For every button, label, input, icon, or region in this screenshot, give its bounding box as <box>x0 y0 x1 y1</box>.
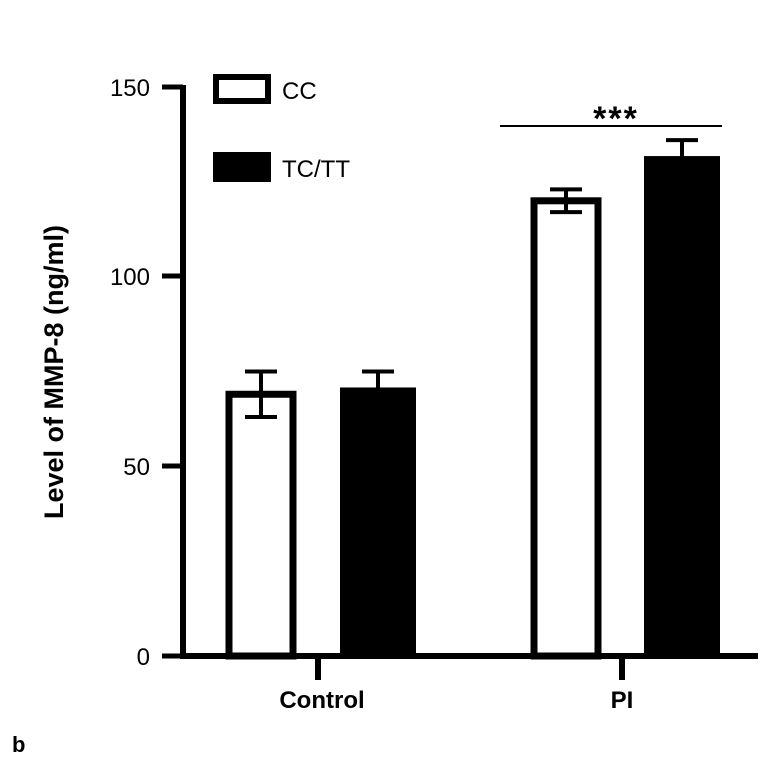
error-bar-control-cc <box>245 369 277 420</box>
panel-label: b <box>12 732 25 757</box>
y-tick-label-100: 100 <box>110 264 150 291</box>
y-axis-label: Level of MMP-8 (ng/ml) <box>39 225 69 519</box>
error-bars-group <box>245 138 698 420</box>
y-tick-label-150: 150 <box>110 75 150 102</box>
bar-control-cc <box>225 390 297 660</box>
legend-swatch-cc <box>213 74 271 104</box>
y-tick-label-0: 0 <box>137 644 150 671</box>
y-tick-labels: 0 50 100 150 <box>110 75 150 671</box>
error-bar-control-tc-tt <box>362 369 394 391</box>
error-bar-pi-cc <box>550 187 582 215</box>
legend-label-tctt: TC/TT <box>282 156 350 183</box>
bar-control-tc-tt <box>340 387 416 656</box>
bar-pi-tc-tt <box>644 156 720 656</box>
legend: CC TC/TT <box>213 74 350 183</box>
x-category-label-control: Control <box>279 687 364 714</box>
x-category-label-pi: PI <box>611 687 634 714</box>
error-bar-pi-tc-tt <box>666 138 698 160</box>
y-tick-label-50: 50 <box>123 454 150 481</box>
y-ticks <box>162 84 183 659</box>
significance-stars: *** <box>593 100 639 138</box>
bars-group <box>225 156 720 660</box>
legend-swatch-tctt <box>213 152 271 182</box>
bar-pi-cc <box>530 197 602 660</box>
legend-label-cc: CC <box>282 78 317 105</box>
